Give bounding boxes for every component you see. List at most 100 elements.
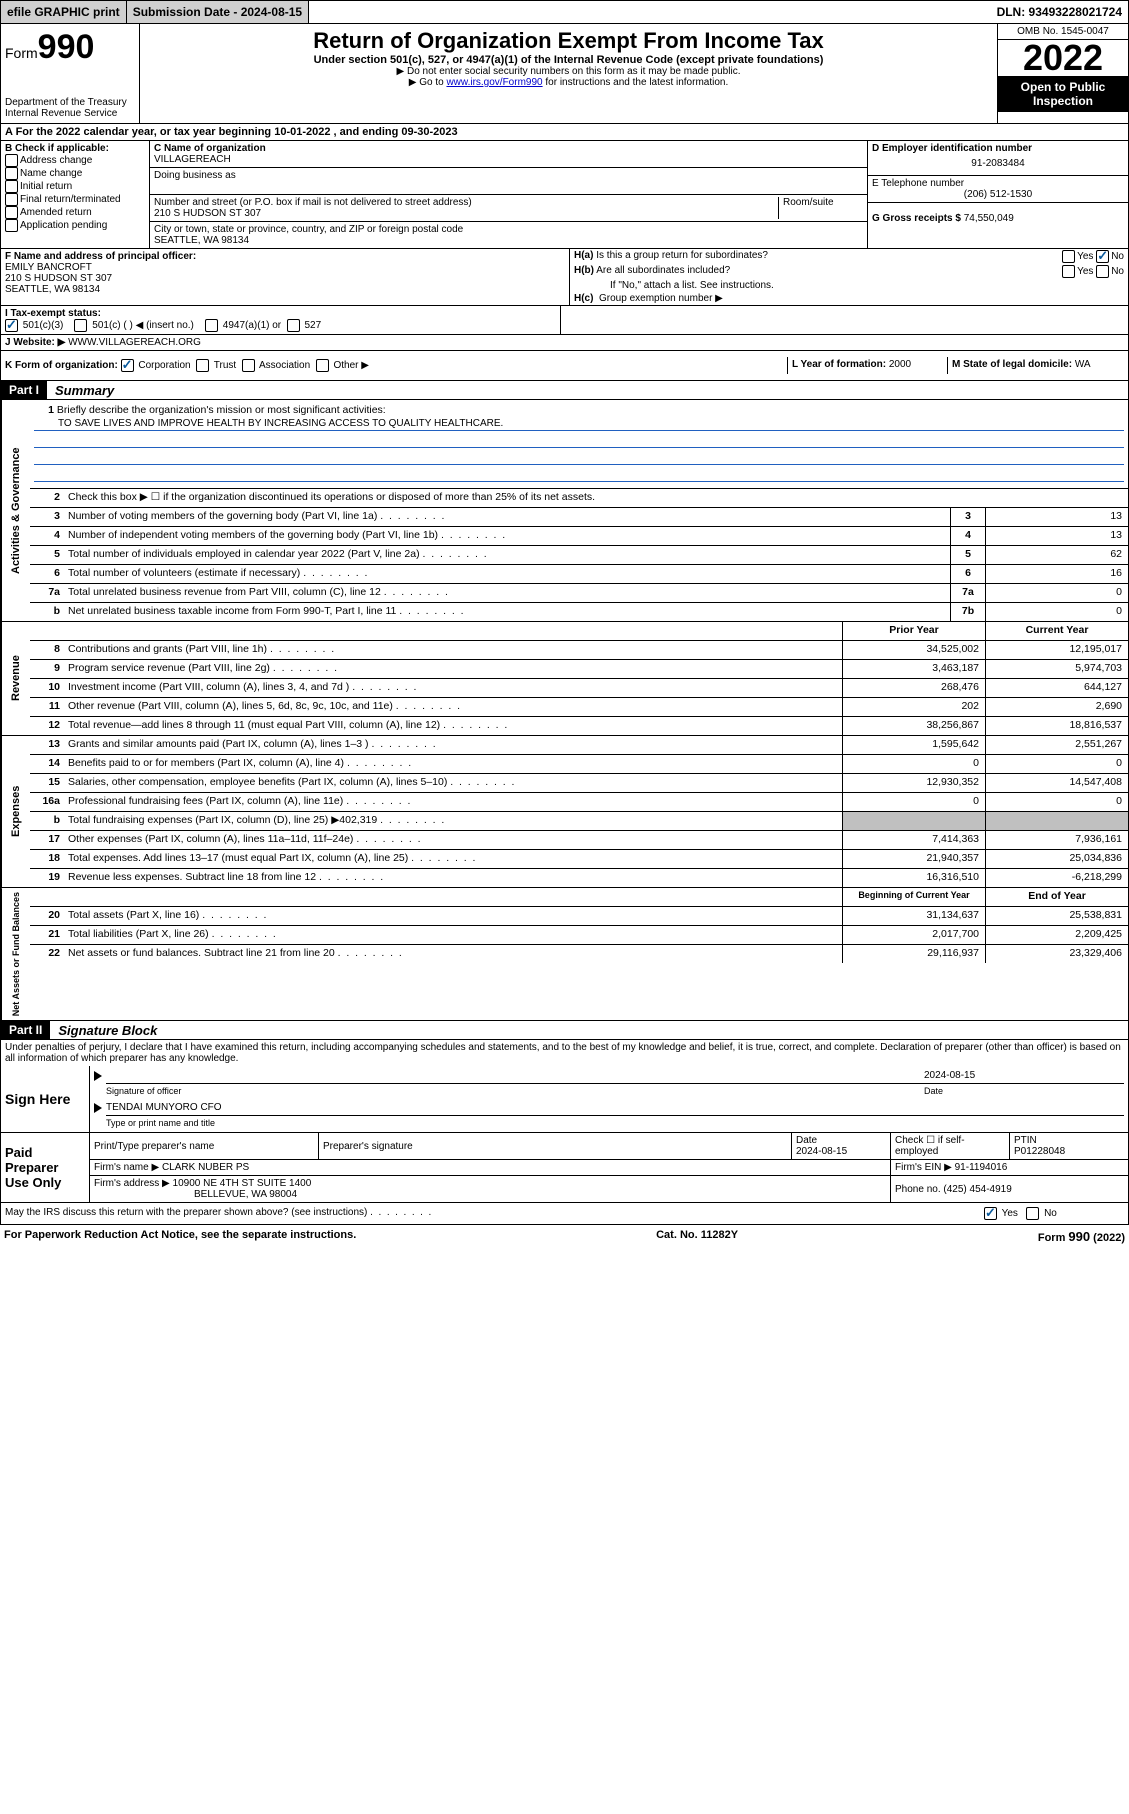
summary-row: 14Benefits paid to or for members (Part … xyxy=(30,755,1128,774)
k-corp[interactable] xyxy=(121,359,134,372)
k-trust[interactable] xyxy=(196,359,209,372)
hb-yes[interactable] xyxy=(1062,265,1075,278)
summary-row: 17Other expenses (Part IX, column (A), l… xyxy=(30,831,1128,850)
b-label: B Check if applicable: xyxy=(5,143,145,154)
summary-row: bNet unrelated business taxable income f… xyxy=(30,603,1128,621)
website: WWW.VILLAGEREACH.ORG xyxy=(68,337,201,348)
checkbox-initial[interactable] xyxy=(5,180,18,193)
summary-row: 8Contributions and grants (Part VIII, li… xyxy=(30,641,1128,660)
summary-row: 12Total revenue—add lines 8 through 11 (… xyxy=(30,717,1128,735)
c-name-label: C Name of organization xyxy=(154,143,863,154)
form-subtitle: Under section 501(c), 527, or 4947(a)(1)… xyxy=(144,54,993,66)
efile-button[interactable]: efile GRAPHIC print xyxy=(1,1,127,23)
l-label: L Year of formation: xyxy=(792,359,886,370)
form-number: Form990 xyxy=(5,28,135,67)
form-header: Form990 Department of the Treasury Inter… xyxy=(0,24,1129,124)
k-other[interactable] xyxy=(316,359,329,372)
discuss-yes[interactable] xyxy=(984,1207,997,1220)
dln: DLN: 93493228021724 xyxy=(991,1,1128,23)
summary-row: 10Investment income (Part VIII, column (… xyxy=(30,679,1128,698)
netassets-section: Net Assets or Fund Balances Beginning of… xyxy=(0,888,1129,1021)
sign-here-label: Sign Here xyxy=(1,1066,90,1132)
org-city: SEATTLE, WA 98134 xyxy=(154,235,863,246)
paperwork-notice: For Paperwork Reduction Act Notice, see … xyxy=(4,1229,356,1244)
i-501c3[interactable] xyxy=(5,319,18,332)
paid-preparer-label: Paid Preparer Use Only xyxy=(1,1133,90,1202)
discuss-no[interactable] xyxy=(1026,1207,1039,1220)
city-label: City or town, state or province, country… xyxy=(154,224,863,235)
page-footer: For Paperwork Reduction Act Notice, see … xyxy=(0,1225,1129,1248)
cat-number: Cat. No. 11282Y xyxy=(656,1229,738,1244)
firm-name: CLARK NUBER PS xyxy=(162,1162,249,1173)
line2: Check this box ▶ ☐ if the organization d… xyxy=(64,489,1128,507)
k-assoc[interactable] xyxy=(242,359,255,372)
arrow-icon xyxy=(94,1071,102,1081)
preparer-table: Print/Type preparer's name Preparer's si… xyxy=(90,1133,1128,1202)
b-opt: Final return/terminated xyxy=(5,193,145,206)
checkbox-address[interactable] xyxy=(5,154,18,167)
j-label: J Website: ▶ xyxy=(5,337,65,348)
section-bcdeg: B Check if applicable: Address change Na… xyxy=(0,141,1129,249)
summary-row: 6Total number of volunteers (estimate if… xyxy=(30,565,1128,584)
sig-date-label: Date xyxy=(924,1086,1124,1096)
checkbox-amended[interactable] xyxy=(5,206,18,219)
firm-addr1: 10900 NE 4TH ST SUITE 1400 xyxy=(173,1178,312,1189)
vert-netassets: Net Assets or Fund Balances xyxy=(1,888,30,1020)
irs-label: Internal Revenue Service xyxy=(5,108,135,119)
summary-row: 20Total assets (Part X, line 16)31,134,6… xyxy=(30,907,1128,926)
org-name: VILLAGEREACH xyxy=(154,154,863,165)
summary-row: 13Grants and similar amounts paid (Part … xyxy=(30,736,1128,755)
summary-row: 4Number of independent voting members of… xyxy=(30,527,1128,546)
part2-header: Part II Signature Block xyxy=(0,1021,1129,1040)
mission-text: TO SAVE LIVES AND IMPROVE HEALTH BY INCR… xyxy=(34,418,1124,431)
officer-addr2: SEATTLE, WA 98134 xyxy=(5,284,565,295)
d-label: D Employer identification number xyxy=(872,143,1124,154)
vert-revenue: Revenue xyxy=(1,622,30,735)
top-bar: efile GRAPHIC print Submission Date - 20… xyxy=(0,0,1129,24)
year-formation: 2000 xyxy=(889,359,911,370)
efile-label: efile GRAPHIC print xyxy=(7,5,120,19)
room-label: Room/suite xyxy=(778,197,863,219)
discuss-question: May the IRS discuss this return with the… xyxy=(5,1207,984,1220)
checkbox-pending[interactable] xyxy=(5,219,18,232)
summary-row: 3Number of voting members of the governi… xyxy=(30,508,1128,527)
sig-officer-label: Signature of officer xyxy=(106,1086,924,1096)
vert-expenses: Expenses xyxy=(1,736,30,887)
firm-phone: (425) 454-4919 xyxy=(943,1184,1011,1195)
mission-label: Briefly describe the organization's miss… xyxy=(57,404,386,416)
phone: (206) 512-1530 xyxy=(872,189,1124,200)
b-opt: Name change xyxy=(5,167,145,180)
governance-section: Activities & Governance 1 Briefly descri… xyxy=(0,400,1129,622)
i-527[interactable] xyxy=(287,319,300,332)
prep-name-label: Print/Type preparer's name xyxy=(90,1133,319,1160)
summary-row: 18Total expenses. Add lines 13–17 (must … xyxy=(30,850,1128,869)
summary-row: 11Other revenue (Part VIII, column (A), … xyxy=(30,698,1128,717)
form-note1: ▶ Do not enter social security numbers o… xyxy=(144,66,993,77)
addr-label: Number and street (or P.O. box if mail i… xyxy=(154,197,778,208)
hb-no[interactable] xyxy=(1096,265,1109,278)
instructions-link[interactable]: www.irs.gov/Form990 xyxy=(446,77,542,88)
state-domicile: WA xyxy=(1075,359,1091,370)
checkbox-final[interactable] xyxy=(5,193,18,206)
i-501c[interactable] xyxy=(74,319,87,332)
hb-note: If "No," attach a list. See instructions… xyxy=(570,279,1128,292)
ptin: P01228048 xyxy=(1014,1146,1065,1157)
sig-date-val: 2024-08-15 xyxy=(924,1070,1124,1081)
b-opt: Amended return xyxy=(5,206,145,219)
org-address: 210 S HUDSON ST 307 xyxy=(154,208,778,219)
officer-name: EMILY BANCROFT xyxy=(5,262,565,273)
prep-check: Check ☐ if self-employed xyxy=(891,1133,1010,1160)
dept-label: Department of the Treasury xyxy=(5,97,135,108)
period-row: A For the 2022 calendar year, or tax yea… xyxy=(0,124,1129,141)
checkbox-name[interactable] xyxy=(5,167,18,180)
hb-row: H(b) Are all subordinates included? Yes … xyxy=(570,264,1128,279)
e-label: E Telephone number xyxy=(872,178,1124,189)
summary-row: 9Program service revenue (Part VIII, lin… xyxy=(30,660,1128,679)
k-label: K Form of organization: xyxy=(5,360,118,371)
officer-name-title: TENDAI MUNYORO CFO xyxy=(106,1102,1124,1116)
ha-no[interactable] xyxy=(1096,250,1109,263)
summary-row: 19Revenue less expenses. Subtract line 1… xyxy=(30,869,1128,887)
i-4947[interactable] xyxy=(205,319,218,332)
summary-row: 21Total liabilities (Part X, line 26)2,0… xyxy=(30,926,1128,945)
ha-yes[interactable] xyxy=(1062,250,1075,263)
